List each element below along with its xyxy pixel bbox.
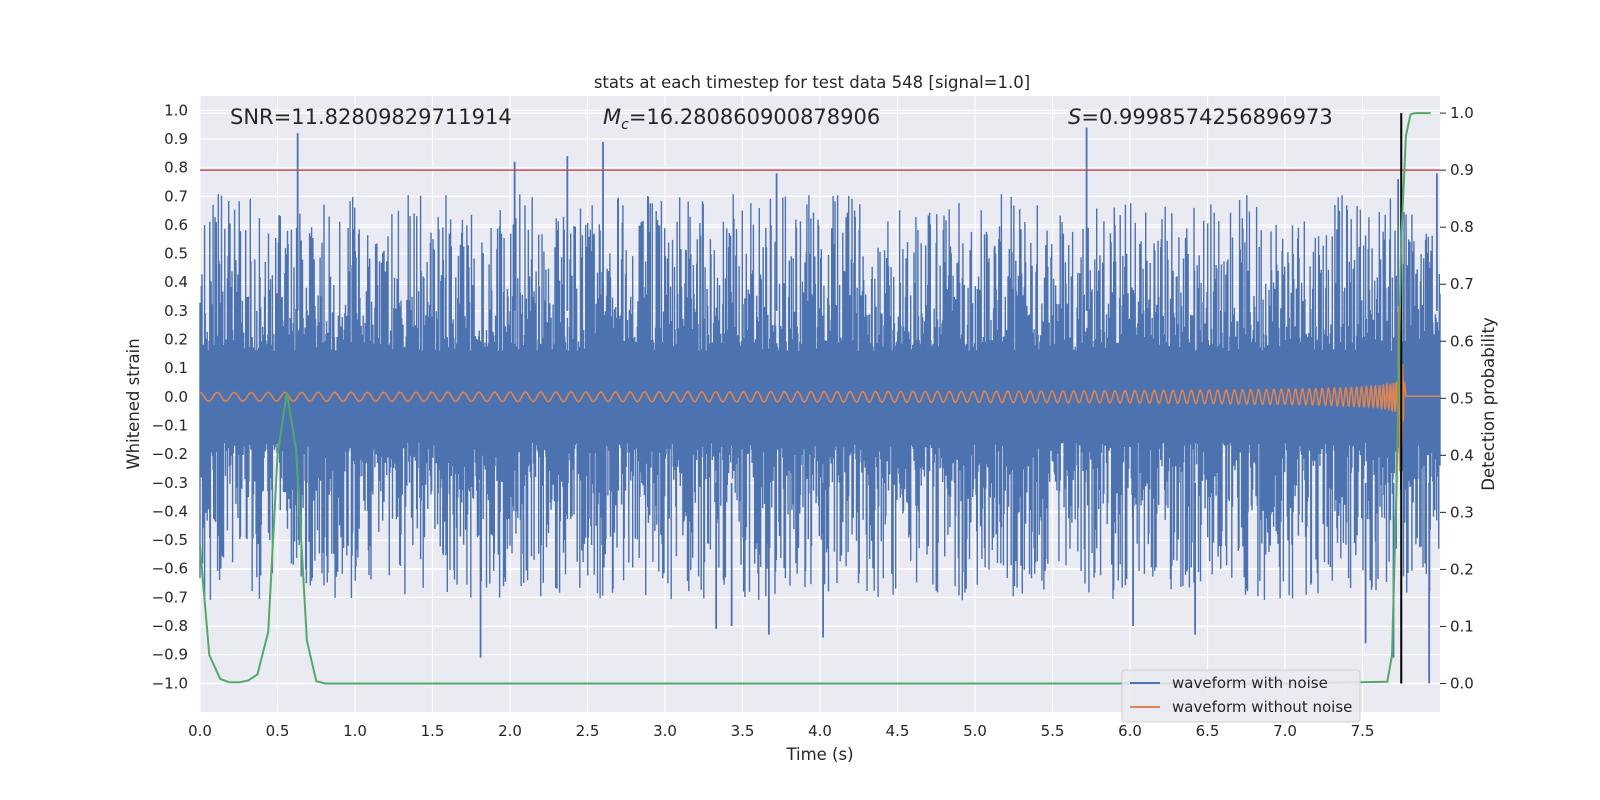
probability-line [199, 112, 1431, 685]
x-tick-label-14: 7.0 [1273, 722, 1297, 740]
y-tick-label-0: 1.0 [164, 101, 188, 119]
chart-title: stats at each timestep for test data 548… [594, 73, 1030, 92]
y-tick-label-8: 0.2 [164, 331, 188, 349]
y2-tick-label-4: 0.6 [1450, 332, 1474, 350]
legend-label-with-noise: waveform with noise [1172, 674, 1328, 692]
clean-waveform-line [199, 305, 1440, 472]
y-tick-label-14: −0.4 [152, 502, 188, 520]
legend: waveform with noise waveform without noi… [1121, 669, 1361, 723]
y2-tick-label-8: 0.2 [1450, 560, 1474, 578]
overlay-lines [200, 113, 1440, 684]
y-tick-label-17: −0.7 [152, 588, 188, 606]
x-tick-label-8: 4.0 [808, 722, 832, 740]
axis-ticks: 0.0 0.5 1.0 1.5 2.0 2.5 3.0 3.5 4.0 4.5 5.0 5.5 6.0 6… [152, 101, 1474, 740]
y2-tick-label-9: 0.1 [1450, 617, 1474, 635]
y2-tick-label-10: 0.0 [1450, 674, 1474, 692]
legend-box [1121, 669, 1361, 723]
x-tick-label-12: 6.0 [1118, 722, 1142, 740]
s-value: =0.9998574256896973 [1081, 105, 1332, 129]
y-tick-label-10: 0.0 [164, 388, 188, 406]
x-tick-label-0: 0.0 [188, 722, 212, 740]
y-tick-label-7: 0.3 [164, 302, 188, 320]
y-tick-label-11: −0.1 [152, 416, 188, 434]
x-tick-label-10: 5.0 [963, 722, 987, 740]
x-tick-label-4: 2.0 [498, 722, 522, 740]
y-tick-label-9: 0.1 [164, 359, 188, 377]
x-tick-label-11: 5.5 [1041, 722, 1065, 740]
x-tick-label-15: 7.5 [1351, 722, 1375, 740]
y-tick-label-20: −1.0 [152, 674, 188, 692]
x-tick-label-2: 1.0 [343, 722, 367, 740]
s-annotation: S=0.9998574256896973 [1068, 105, 1333, 129]
x-axis-label: Time (s) [785, 745, 853, 764]
y2-tick-label-6: 0.4 [1450, 446, 1474, 464]
y-tick-label-3: 0.7 [164, 187, 188, 205]
y-tick-label-5: 0.5 [164, 245, 188, 263]
series-detection-probability [199, 112, 1431, 685]
y-tick-label-4: 0.6 [164, 216, 188, 234]
mc-value: =16.280860900878906 [629, 105, 880, 129]
y2-tick-label-2: 0.8 [1450, 218, 1474, 236]
y2-tick-label-1: 0.9 [1450, 161, 1474, 179]
y2-tick-label-0: 1.0 [1450, 104, 1474, 122]
y-tick-label-15: −0.5 [152, 531, 188, 549]
x-tick-label-9: 4.5 [886, 722, 910, 740]
y2-tick-label-7: 0.3 [1450, 503, 1474, 521]
y2-axis-label: Detection probability [1479, 317, 1498, 491]
y-tick-label-2: 0.8 [164, 159, 188, 177]
snr-annotation: SNR=11.82809829711914 [230, 105, 512, 129]
series-waveform-without-noise [199, 305, 1440, 472]
y-tick-label-19: −0.9 [152, 646, 188, 664]
legend-label-without-noise: waveform without noise [1172, 698, 1352, 716]
x-tick-label-13: 6.5 [1196, 722, 1220, 740]
mc-subscript: c [621, 117, 629, 133]
x-tick-label-7: 3.5 [731, 722, 755, 740]
x-tick-label-1: 0.5 [266, 722, 290, 740]
mc-symbol: M [603, 105, 621, 129]
x-tick-label-6: 3.0 [653, 722, 677, 740]
y-tick-label-1: 0.9 [164, 130, 188, 148]
x-tick-label-3: 1.5 [421, 722, 445, 740]
y2-tick-label-3: 0.7 [1450, 275, 1474, 293]
y-tick-label-16: −0.6 [152, 560, 188, 578]
y-tick-label-13: −0.3 [152, 474, 188, 492]
y-tick-label-18: −0.8 [152, 617, 188, 635]
y-axis-label: Whitened strain [124, 338, 143, 469]
y-tick-label-6: 0.4 [164, 273, 188, 291]
mc-annotation: Mc=16.280860900878906 [603, 105, 880, 133]
y-tick-label-12: −0.2 [152, 445, 188, 463]
s-symbol: S [1068, 105, 1081, 129]
y2-tick-label-5: 0.5 [1450, 389, 1474, 407]
x-tick-label-5: 2.5 [576, 722, 600, 740]
